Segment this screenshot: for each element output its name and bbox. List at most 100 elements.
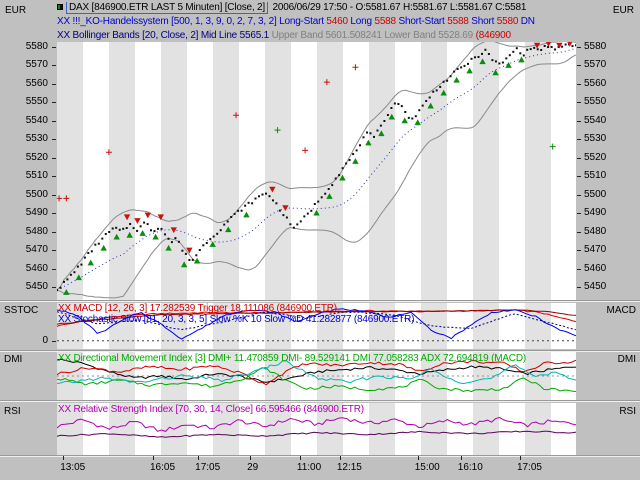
axis-tick — [52, 157, 56, 159]
price-axis-left: 5580 5570 5560 5550 5540 5530 5520 5510 5500 5490… — [0, 0, 56, 480]
axis-tick — [577, 250, 581, 252]
system-suffix: DN — [520, 16, 535, 27]
macd-panel-label: MACD — [606, 305, 636, 316]
axis-tick — [52, 268, 56, 270]
axis-tick — [52, 286, 56, 288]
price-tick-label: 5490 — [25, 207, 48, 219]
price-tick-label: 5510 — [25, 170, 48, 182]
series-color-icon — [57, 4, 63, 11]
time-tick — [250, 456, 252, 460]
time-tick-label: 11:00 — [296, 462, 322, 473]
time-tick-label: 29 — [247, 462, 259, 473]
time-tick — [417, 456, 419, 460]
macd-stochastic-canvas — [57, 308, 576, 342]
trading-system-header-line[interactable]: XX !!!_KO-Handelssystem [500, 1, 3, 9, 0… — [57, 16, 605, 28]
price-tick-label: 5580 — [25, 41, 48, 52]
time-tick-label: 13:05 — [60, 462, 86, 473]
short-start-value: 5588 — [447, 16, 472, 27]
time-tick-label: 17:05 — [516, 462, 542, 473]
axis-tick — [577, 102, 581, 104]
short-start-label: Short-Start — [398, 16, 448, 27]
axis-tick — [52, 340, 56, 342]
series-title[interactable]: DAX [846900.ETR LAST 5 Minuten] [Close, … — [66, 2, 268, 14]
panel-separator — [0, 400, 640, 402]
short-label: Short — [471, 16, 497, 27]
price-tick-label: 5570 — [25, 59, 48, 71]
dmi-chart[interactable]: XX Directional Movement Index [3] DMI+ 1… — [57, 352, 576, 400]
time-axis: 13:05 16:05 17:05 29 11:00 12:15 15:00 16:10 17:… — [57, 455, 576, 479]
price-chart[interactable] — [57, 42, 576, 300]
panel-separator — [0, 300, 640, 302]
axis-tick — [577, 268, 581, 270]
long-start-value: 5460 — [326, 16, 351, 27]
axis-tick — [577, 194, 581, 196]
time-tick — [198, 456, 200, 460]
rsi-chart[interactable]: XX Relative Strength Index [70, 30, 14, … — [57, 403, 576, 455]
price-tick-label: 5490 — [584, 207, 607, 219]
axis-tick — [577, 47, 581, 48]
ohlc-readout: 2006/06/29 17:50 - O:5581.67 H:5581.67 L… — [269, 2, 527, 13]
rsi-panel-label-left: RSI — [4, 406, 21, 417]
dmi-canvas — [57, 358, 576, 393]
panel-separator — [0, 455, 640, 457]
axis-tick — [577, 83, 581, 85]
price-tick-label: 5570 — [584, 59, 607, 71]
axis-tick — [52, 231, 56, 233]
time-tick-label: 15:00 — [414, 462, 440, 473]
price-tick-label: 5460 — [584, 262, 607, 274]
axis-tick — [52, 65, 56, 67]
bollinger-title: XX Bollinger Bands [20, Close, 2] Mid Li… — [57, 30, 272, 41]
macd-stochastic-chart[interactable]: XX MACD [12, 26, 3] 17.282539 Trigger 18… — [57, 303, 576, 349]
short-value: 5580 — [496, 16, 521, 27]
price-tick-label: 0 — [42, 334, 48, 346]
time-tick — [299, 456, 301, 460]
dmi-indicator-header[interactable]: XX Directional Movement Index [3] DMI+ 1… — [58, 353, 526, 364]
axis-tick — [577, 120, 581, 122]
price-tick-label: 5550 — [584, 96, 607, 108]
price-tick-label: 5510 — [584, 170, 607, 182]
price-tick-label: 5540 — [25, 114, 48, 126]
price-tick-label: 5450 — [25, 280, 48, 292]
dmi-panel-label-right: DMI — [617, 354, 636, 365]
time-tick — [339, 456, 341, 460]
axis-tick — [52, 47, 56, 48]
left-currency-label: EUR — [5, 5, 27, 16]
price-tick-label: 5530 — [584, 133, 607, 145]
macd-indicator-header[interactable]: XX MACD [12, 26, 3] 17.282539 Trigger 18… — [58, 303, 337, 314]
axis-tick — [52, 102, 56, 104]
price-tick-label: 5520 — [25, 151, 48, 163]
long-start-label: Long-Start — [279, 16, 327, 27]
axis-tick — [577, 176, 581, 178]
price-chart-canvas — [57, 42, 576, 299]
time-tick-label: 12:15 — [336, 462, 362, 473]
axis-tick — [577, 157, 581, 159]
time-tick — [460, 456, 462, 460]
price-axis-right: 5580 5570 5560 5550 5540 5530 5520 5510 5500 5490… — [577, 0, 640, 480]
axis-tick — [52, 120, 56, 122]
time-tick-label: 16:10 — [457, 462, 483, 473]
price-tick-label: 5500 — [25, 188, 48, 200]
price-tick-label: 5470 — [584, 244, 607, 256]
time-tick — [153, 456, 154, 460]
axis-tick — [52, 83, 56, 85]
long-label: Long — [350, 16, 375, 27]
bollinger-header-line[interactable]: XX Bollinger Bands [20, Close, 2] Mid Li… — [57, 30, 597, 42]
rsi-indicator-header[interactable]: XX Relative Strength Index [70, 30, 14, … — [58, 404, 364, 415]
axis-tick — [577, 231, 581, 233]
bollinger-bands-values: Upper Band 5601.508241 Lower Band 5528.6… — [271, 30, 474, 41]
rsi-canvas — [57, 416, 576, 438]
panel-separator — [0, 350, 640, 352]
axis-tick — [577, 213, 581, 215]
axis-tick — [52, 194, 56, 196]
price-tick-label: 5480 — [25, 225, 48, 237]
price-tick-label: 5450 — [584, 280, 607, 292]
axis-tick — [577, 139, 581, 141]
price-tick-label: 5580 — [584, 41, 607, 52]
dmi-panel-label-left: DMI — [4, 354, 23, 365]
axis-tick — [52, 213, 56, 215]
price-tick-label: 5550 — [25, 96, 48, 108]
right-currency-label: EUR — [612, 5, 634, 16]
axis-tick — [52, 176, 56, 178]
stochastic-indicator-header[interactable]: XX Stochastic Slow [81, 20, 3, 3, 5] Slo… — [58, 314, 415, 325]
